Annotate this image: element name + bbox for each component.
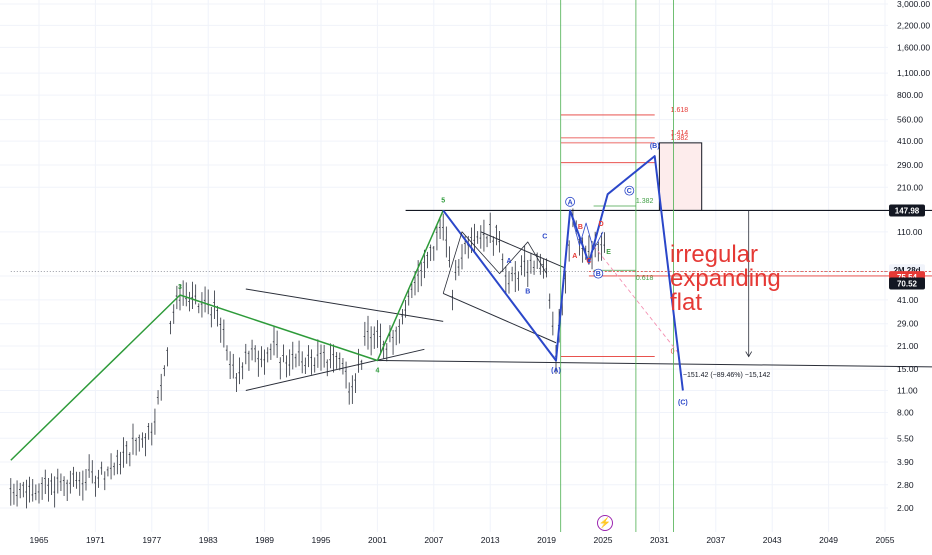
price-tag-70: 70.52	[897, 279, 918, 288]
y-tick-label: 8.00	[897, 407, 914, 417]
inner-triangle-path	[569, 210, 604, 250]
x-tick-label: 2037	[706, 535, 725, 545]
channel-upper-line	[480, 231, 566, 269]
y-tick-label: 3.90	[897, 457, 914, 467]
y-tick-label: 110.00	[897, 227, 923, 237]
x-tick-label: 1995	[312, 535, 331, 545]
support-line	[377, 360, 932, 368]
annotation-text-line: flat	[670, 289, 702, 316]
fib-label: 1.618	[671, 107, 689, 114]
lightning-icon[interactable]: ⚡	[597, 515, 613, 531]
green-fib-label: 1.382	[636, 198, 654, 205]
wave-A-circle-label-circle	[565, 196, 575, 207]
annotation-text-line: expanding	[670, 265, 781, 292]
wave-small-D: D	[599, 221, 604, 228]
target-zone-box	[658, 142, 703, 211]
annotation-text-line: irregular	[670, 241, 758, 268]
y-tick-label: 210.00	[897, 182, 923, 192]
fib-label: 1.414	[671, 130, 689, 137]
y-tick-label: 290.00	[897, 160, 923, 170]
y-tick-label: 3,000.00	[897, 0, 930, 9]
wave-C-paren-label: (C)	[678, 400, 688, 407]
wave-3-label: 3	[178, 284, 182, 291]
wave-B-circle-label: B	[596, 271, 601, 278]
y-tick-label: 11.00	[897, 386, 918, 396]
wave-A-paren-label: (A)	[551, 368, 561, 375]
y-tick-label: 5.50	[897, 433, 914, 443]
wave-B-circle-label-circle	[593, 268, 604, 279]
wave-B-paren-label: (B)	[650, 143, 660, 150]
y-tick-label: 2.80	[897, 480, 914, 490]
channel-lower-line	[442, 292, 557, 344]
wave-inner-A: A	[506, 258, 511, 265]
fib-label: 1.382	[671, 135, 689, 142]
y-tick-label: 1,100.00	[897, 68, 930, 78]
y-tick-label: 21.00	[897, 341, 919, 351]
price-tag-147: 147.98	[895, 206, 920, 215]
measure-text: −151.42 (−89.46%) −15,142	[683, 372, 770, 379]
wave-small-B: B	[578, 224, 583, 231]
y-tick-label: 560.00	[897, 115, 923, 125]
wave-small-E: E	[606, 249, 611, 256]
x-tick-label: 2007	[424, 535, 443, 545]
x-tick-label: 1965	[30, 535, 49, 545]
x-tick-label: 2043	[763, 535, 782, 545]
wave-inner-B: B	[525, 288, 530, 295]
x-tick-label: 1983	[199, 535, 218, 545]
price-tag-70-bg	[889, 277, 925, 290]
y-tick-label: 2,200.00	[897, 20, 930, 30]
x-tick-label: 2031	[650, 535, 669, 545]
wave-A-circle-label: A	[568, 199, 573, 206]
x-tick-label: 2013	[481, 535, 500, 545]
triangle-lower-line	[245, 348, 425, 392]
x-tick-label: 1977	[142, 535, 161, 545]
y-tick-label: 800.00	[897, 90, 923, 100]
y-tick-label: 29.00	[897, 319, 919, 329]
y-tick-label: 1,600.00	[897, 42, 930, 52]
price-tag-countdown: 2M 28d	[893, 266, 920, 275]
y-tick-label: 410.00	[897, 136, 923, 146]
wave-small-A: A	[572, 253, 577, 260]
green-fib-label: 0.618	[636, 275, 654, 282]
x-tick-label: 2001	[368, 535, 387, 545]
wave-C-circle-label: C	[627, 188, 632, 195]
wave-path-green	[10, 210, 444, 461]
price-tag-147-bg	[889, 204, 925, 217]
x-tick-label: 2049	[819, 535, 838, 545]
x-tick-label: 2025	[594, 535, 613, 545]
y-tick-label: 15.00	[897, 364, 919, 374]
wave-4-label: 4	[375, 368, 379, 375]
wave-5-label: 5	[441, 197, 445, 204]
fib-label: 0	[671, 349, 675, 356]
y-tick-label: 41.00	[897, 295, 919, 305]
x-tick-label: 2055	[876, 535, 895, 545]
inner-wave-path	[442, 231, 547, 294]
wave-inner-C: C	[542, 233, 547, 240]
wave-path-blue	[442, 155, 684, 391]
y-tick-label: 2.00	[897, 503, 914, 513]
wave-small-C: C	[586, 258, 591, 265]
x-tick-label: 1989	[255, 535, 274, 545]
wave-C-circle-label-circle	[624, 185, 635, 196]
x-tick-label: 1971	[86, 535, 105, 545]
projection-dashed-line	[593, 245, 679, 354]
x-tick-label: 2019	[537, 535, 556, 545]
measure-arrow-head	[745, 351, 753, 358]
triangle-upper-line	[245, 288, 444, 322]
